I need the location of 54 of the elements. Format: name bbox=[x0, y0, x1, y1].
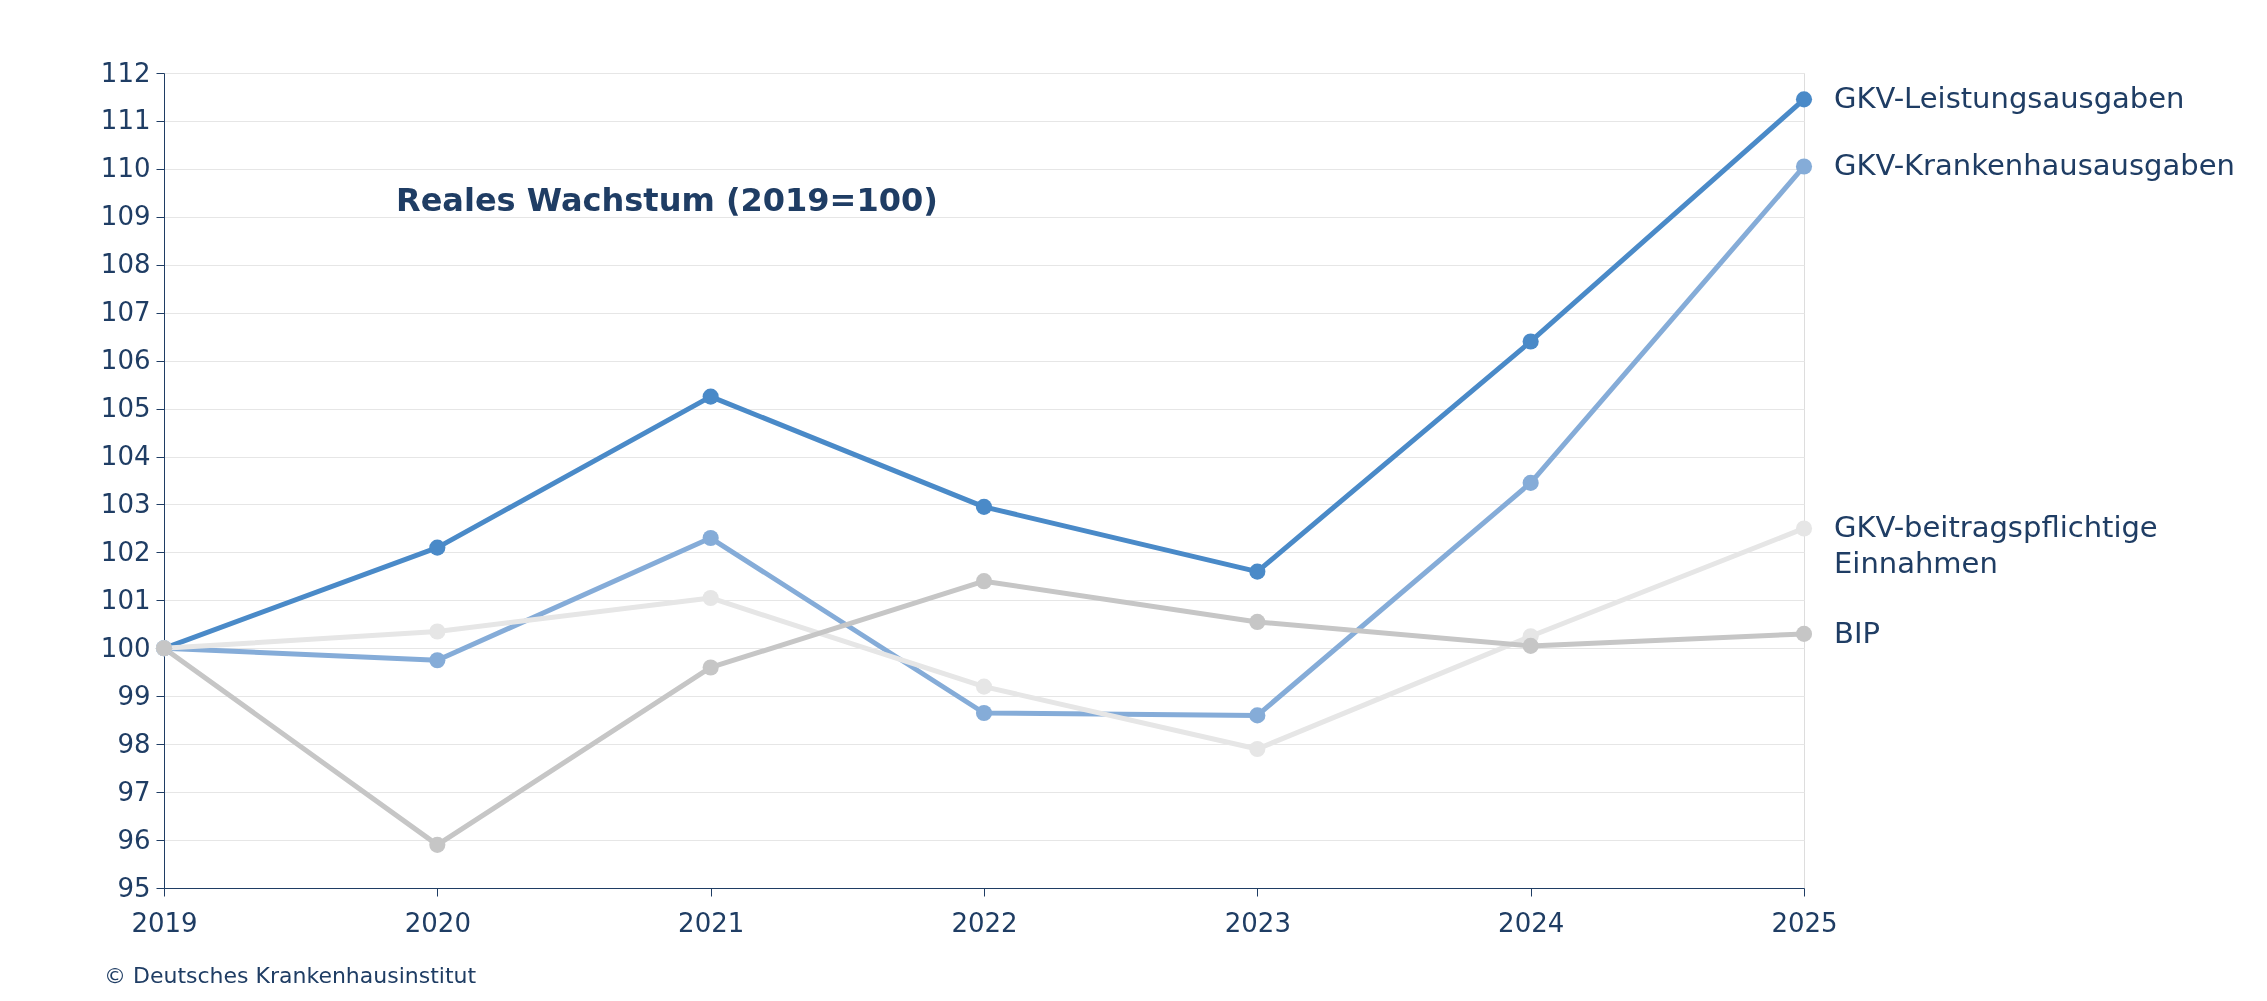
point bbox=[1795, 91, 1813, 108]
point bbox=[702, 529, 719, 547]
point bbox=[1249, 740, 1266, 758]
point bbox=[1795, 158, 1813, 175]
point bbox=[1249, 563, 1266, 580]
series-label: GKV-beitragspflichtige Einnahmen bbox=[1834, 510, 2158, 581]
point bbox=[975, 704, 993, 722]
y-tick-label: 103 bbox=[100, 488, 151, 519]
series-label: GKV-Krankenhausausgaben bbox=[1834, 148, 2235, 183]
point bbox=[702, 589, 719, 606]
y-tick-label: 97 bbox=[117, 776, 151, 807]
y-tick-label: 109 bbox=[100, 201, 151, 232]
y-tick-label: 105 bbox=[100, 393, 151, 424]
y-tick-label: 102 bbox=[100, 536, 151, 567]
y-tick-label: 111 bbox=[100, 105, 151, 136]
x-tick-label: 2022 bbox=[951, 907, 1018, 938]
x-tick-label: 2025 bbox=[1771, 907, 1838, 938]
y-tick-label: 112 bbox=[100, 57, 151, 88]
point bbox=[975, 573, 993, 590]
point bbox=[429, 652, 446, 669]
y-tick-label: 96 bbox=[117, 824, 151, 855]
point bbox=[975, 498, 993, 515]
y-tick-label: 101 bbox=[100, 584, 151, 615]
x-tick-label: 2021 bbox=[678, 907, 745, 938]
point bbox=[702, 388, 719, 405]
point bbox=[1795, 520, 1813, 537]
x-tick-label: 2020 bbox=[404, 907, 471, 938]
point bbox=[429, 623, 446, 640]
y-tick-label: 106 bbox=[100, 345, 151, 376]
point bbox=[975, 678, 993, 695]
series-label: BIP bbox=[1834, 615, 1880, 650]
point bbox=[702, 659, 719, 676]
y-tick-label: 108 bbox=[100, 249, 151, 280]
point bbox=[1522, 637, 1539, 654]
y-tick-label: 99 bbox=[117, 680, 151, 711]
x-tick-label: 2023 bbox=[1224, 907, 1291, 938]
x-tick-label: 2019 bbox=[131, 907, 198, 938]
text: Reales Wachstum (2019=100) bbox=[396, 181, 938, 219]
point bbox=[1522, 333, 1539, 350]
y-tick-label: 110 bbox=[100, 153, 151, 184]
text: © Deutsches Krankenhausinstitut bbox=[104, 963, 477, 988]
y-tick-label: 104 bbox=[100, 441, 151, 472]
y-tick-label: 107 bbox=[100, 297, 151, 328]
series-label: GKV-Leistungsausgaben bbox=[1834, 81, 2185, 116]
point bbox=[1795, 625, 1813, 642]
y-tick-label: 95 bbox=[117, 872, 151, 903]
y-tick-label: 98 bbox=[117, 728, 151, 759]
point bbox=[1249, 707, 1266, 724]
x-tick-label: 2024 bbox=[1498, 907, 1565, 938]
point bbox=[1522, 474, 1539, 491]
point bbox=[1249, 613, 1266, 630]
y-tick-label: 100 bbox=[100, 632, 151, 663]
point bbox=[429, 836, 446, 853]
point bbox=[429, 539, 446, 556]
